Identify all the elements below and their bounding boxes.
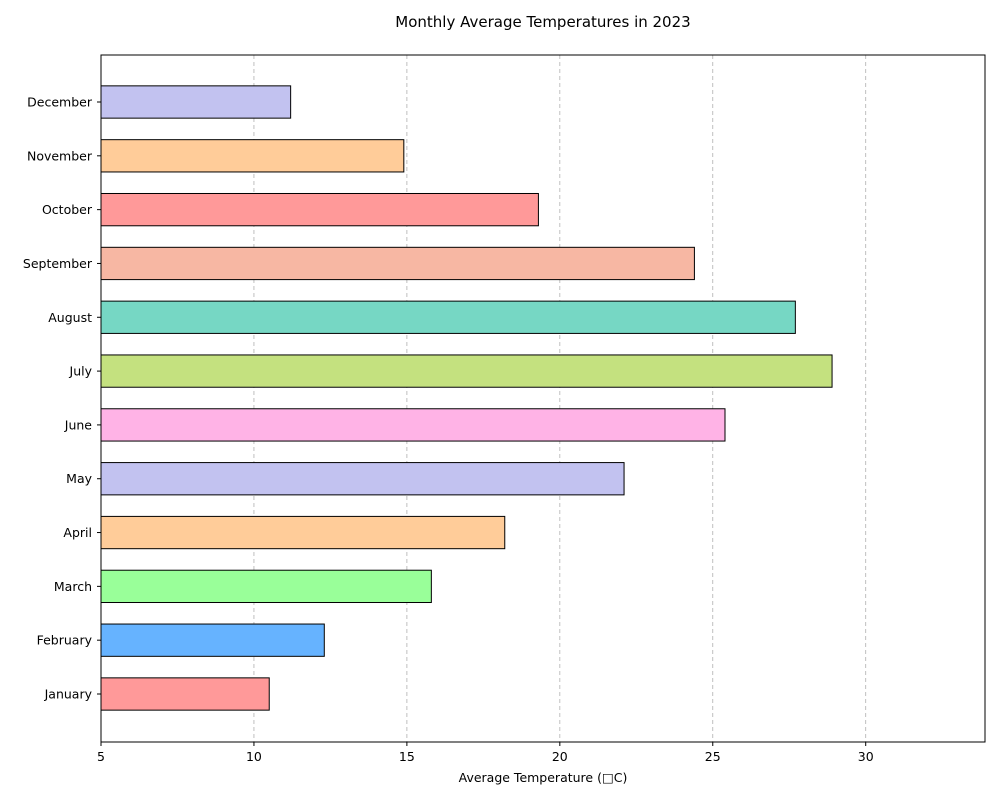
chart-title: Monthly Average Temperatures in 2023 [395,13,690,31]
bar-november [100,139,405,173]
y-axis-ticks: January February March April May June July Augu… [23,95,101,702]
y-tick-label: July [69,364,93,379]
y-tick-label: January [44,687,93,702]
bar-july [100,354,833,388]
x-tick-label: 30 [858,749,874,764]
y-tick-label: March [54,579,92,594]
x-tick-label: 25 [705,749,721,764]
y-tick-label: June [64,417,93,432]
bars [100,85,833,711]
plot-frame [100,54,986,743]
bar-february [100,623,325,657]
x-axis-ticks: 5 10 15 20 25 30 [97,742,874,764]
bar-december [100,85,292,119]
bar-september [100,246,695,281]
bar-october [100,192,539,227]
bar-august [100,300,796,334]
x-tick-label: 15 [399,749,415,764]
x-tick-label: 10 [246,749,262,764]
y-tick-label: December [27,95,93,110]
y-tick-label: April [63,525,92,540]
y-tick-label: May [66,471,92,486]
y-tick-label: August [48,310,92,325]
x-tick-label: 5 [97,749,105,764]
bar-january [100,677,270,711]
y-tick-label: November [27,148,93,163]
bar-march [100,569,432,604]
y-tick-label: February [37,633,93,648]
x-axis-label: Average Temperature (□C) [459,770,628,785]
bar-may [100,462,625,496]
bar-april [100,515,506,550]
y-tick-label: October [42,202,93,217]
x-tick-label: 20 [552,749,568,764]
y-tick-label: September [23,256,93,271]
bar-june [100,408,726,442]
